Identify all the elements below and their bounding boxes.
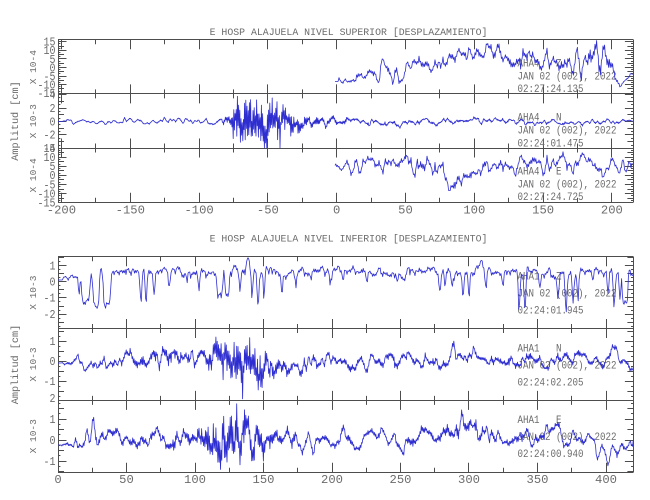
svg-text:Amplitud [cm]: Amplitud [cm] xyxy=(10,81,22,160)
svg-text:200: 200 xyxy=(321,473,343,487)
svg-text:-50: -50 xyxy=(257,204,279,218)
svg-text:4: 4 xyxy=(50,88,56,102)
svg-text:02:24:00.940: 02:24:00.940 xyxy=(518,449,584,461)
svg-text:15: 15 xyxy=(44,142,56,156)
svg-text:02:27:24.725: 02:27:24.725 xyxy=(518,192,584,204)
svg-text:X 10-3: X 10-3 xyxy=(28,347,39,382)
svg-text:AHA1 N: AHA1 N xyxy=(518,343,562,355)
svg-text:AHA4 E: AHA4 E xyxy=(518,167,562,179)
svg-text:10: 10 xyxy=(44,44,56,58)
svg-text:JAN 02 (002), 2022: JAN 02 (002), 2022 xyxy=(518,71,617,83)
svg-text:Amplitud [cm]: Amplitud [cm] xyxy=(10,325,22,404)
svg-text:1: 1 xyxy=(50,335,56,349)
svg-text:X 10-4: X 10-4 xyxy=(28,50,39,85)
svg-text:150: 150 xyxy=(253,473,275,487)
svg-text:100: 100 xyxy=(463,204,485,218)
svg-text:X 10-3: X 10-3 xyxy=(28,104,39,139)
svg-text:-10: -10 xyxy=(38,187,56,201)
svg-text:E HOSP ALAJUELA NIVEL SUPERIOR: E HOSP ALAJUELA NIVEL SUPERIOR [DESPLAZA… xyxy=(210,27,488,39)
svg-text:0: 0 xyxy=(50,115,56,129)
svg-text:0: 0 xyxy=(50,61,56,75)
svg-text:E HOSP ALAJUELA NIVEL INFERIOR: E HOSP ALAJUELA NIVEL INFERIOR [DESPLAZA… xyxy=(210,234,488,246)
svg-text:-4: -4 xyxy=(44,142,56,156)
svg-text:-1: -1 xyxy=(44,292,56,306)
svg-text:02:24:02.205: 02:24:02.205 xyxy=(518,377,584,389)
svg-text:-1: -1 xyxy=(44,375,56,389)
svg-text:5: 5 xyxy=(50,160,56,174)
svg-text:0: 0 xyxy=(50,355,56,369)
svg-text:400: 400 xyxy=(595,473,617,487)
svg-text:300: 300 xyxy=(458,473,480,487)
svg-text:-150: -150 xyxy=(116,204,145,218)
svg-text:0: 0 xyxy=(333,204,340,218)
svg-text:-5: -5 xyxy=(44,70,56,84)
svg-text:0: 0 xyxy=(50,276,56,290)
svg-text:200: 200 xyxy=(601,204,623,218)
svg-text:150: 150 xyxy=(532,204,554,218)
svg-text:1: 1 xyxy=(50,259,56,273)
svg-text:-5: -5 xyxy=(44,178,56,192)
svg-text:0: 0 xyxy=(54,473,61,487)
svg-text:-2: -2 xyxy=(44,129,56,143)
svg-text:0: 0 xyxy=(50,434,56,448)
svg-text:-15: -15 xyxy=(38,87,56,101)
svg-text:0: 0 xyxy=(50,169,56,183)
svg-text:-200: -200 xyxy=(47,204,76,218)
svg-text:15: 15 xyxy=(44,36,56,50)
svg-text:5: 5 xyxy=(50,53,56,67)
svg-text:50: 50 xyxy=(119,473,134,487)
svg-text:250: 250 xyxy=(390,473,412,487)
svg-text:JAN 02 (002), 2022: JAN 02 (002), 2022 xyxy=(518,179,617,191)
svg-text:X 10-3: X 10-3 xyxy=(28,275,39,310)
svg-text:JAN 02 (002), 2022: JAN 02 (002), 2022 xyxy=(518,126,617,138)
svg-text:02:27:24.135: 02:27:24.135 xyxy=(518,84,584,96)
svg-text:-2: -2 xyxy=(44,308,56,322)
svg-text:10: 10 xyxy=(44,151,56,165)
svg-text:100: 100 xyxy=(184,473,206,487)
svg-text:-1: -1 xyxy=(44,455,56,469)
svg-text:2: 2 xyxy=(50,102,56,116)
svg-text:1: 1 xyxy=(50,413,56,427)
svg-text:X 10-4: X 10-4 xyxy=(28,158,39,193)
svg-text:-10: -10 xyxy=(38,78,56,92)
svg-text:02:24:01.945: 02:24:01.945 xyxy=(518,306,584,318)
svg-text:AHA1 E: AHA1 E xyxy=(518,415,562,427)
svg-text:-100: -100 xyxy=(185,204,214,218)
svg-text:50: 50 xyxy=(398,204,413,218)
svg-text:2: 2 xyxy=(50,392,56,406)
svg-text:X 10-3: X 10-3 xyxy=(28,419,39,454)
svg-text:02:24:01.475: 02:24:01.475 xyxy=(518,138,584,150)
svg-text:350: 350 xyxy=(527,473,549,487)
svg-text:-15: -15 xyxy=(38,197,56,211)
